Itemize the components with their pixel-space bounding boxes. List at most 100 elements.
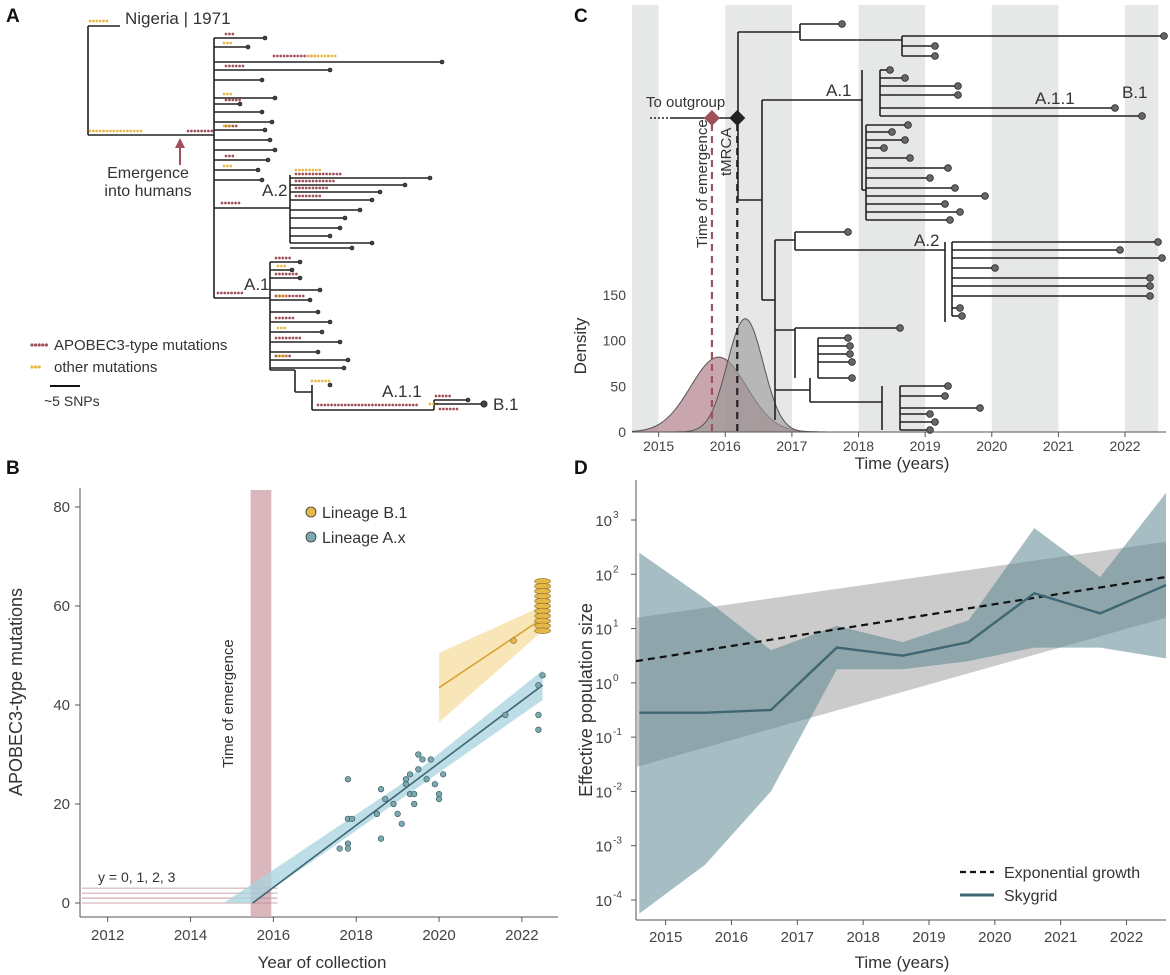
mutation-dot <box>210 129 214 133</box>
mutation-dot <box>294 168 298 172</box>
mutation-dot <box>288 256 291 260</box>
tree-tip <box>377 189 383 195</box>
mutation-dot <box>308 186 311 190</box>
mutation-dot <box>398 403 401 407</box>
mutation-dot <box>303 54 306 58</box>
ax-point <box>411 800 418 808</box>
b-y-tick-label: 80 <box>53 499 70 516</box>
ax-point <box>394 810 401 818</box>
b-x-tick-label: 2016 <box>257 927 290 944</box>
mutation-dot <box>441 394 445 398</box>
legend-apobec-label: APOBEC3-type mutations <box>54 337 227 354</box>
mutation-dot <box>222 124 226 128</box>
panel-c-xlabel: Time (years) <box>855 454 950 473</box>
mutation-dot <box>291 294 295 298</box>
mutation-dot <box>340 403 344 407</box>
tree-tip <box>297 259 303 265</box>
mutation-dot <box>326 403 330 407</box>
ax-point <box>539 672 546 679</box>
c-tree-tip <box>944 164 952 172</box>
ax-point <box>440 771 447 778</box>
b-y-tick-label: 20 <box>53 796 70 813</box>
mutation-dot <box>196 129 200 133</box>
mutation-dot <box>315 179 318 183</box>
tree-tip <box>317 287 323 293</box>
mutation-dot <box>224 98 228 102</box>
mutation-dot <box>295 336 298 340</box>
tree-tip <box>245 44 251 50</box>
mutation-dot <box>408 403 412 407</box>
tree-tip <box>307 297 313 303</box>
c-tree-tip <box>941 392 949 400</box>
emergence-diamond-icon <box>703 110 720 126</box>
mutation-dot <box>301 186 305 190</box>
c-tree-tip <box>931 418 939 426</box>
c-tree-tip <box>951 184 959 192</box>
mutation-dot <box>283 264 287 268</box>
mutation-dot <box>316 403 320 407</box>
d-y-tick-exp: -3 <box>613 836 622 847</box>
mutation-dot <box>325 179 328 183</box>
panel-c: C 2015 2016 2017 2018 2019 2020 2021 2022 0 50 100… <box>571 5 1168 473</box>
mutation-dot <box>325 172 328 176</box>
mutation-dot <box>330 403 333 407</box>
d-y-tick-base: 10 <box>595 676 612 693</box>
mutation-dot <box>294 172 298 176</box>
ax-point <box>344 776 352 783</box>
c-tree-tip <box>901 136 909 144</box>
c-x-tick-label: 2017 <box>776 438 807 454</box>
d-y-tick-base: 10 <box>595 513 612 530</box>
mutation-dot <box>224 201 227 205</box>
tree-tip <box>237 101 243 107</box>
legend-skygrid-label: Skygrid <box>1004 888 1057 905</box>
mutation-dot <box>311 172 315 176</box>
tree-tip <box>439 59 445 65</box>
mutation-dot <box>280 354 283 358</box>
tree-tip <box>262 127 268 133</box>
mutation-dot <box>278 256 281 260</box>
mutation-dot <box>320 54 323 58</box>
tree-tip <box>255 167 261 173</box>
ax-point <box>535 682 542 689</box>
mutation-dot <box>92 19 95 23</box>
mutation-dot <box>394 403 398 407</box>
ax-point <box>411 790 418 798</box>
panel-b-ylabel: APOBEC3-type mutations <box>6 588 26 796</box>
legend-exp-label: Exponential growth <box>1004 865 1140 882</box>
mutation-dot <box>357 403 361 407</box>
mutation-dot <box>328 179 332 183</box>
mutation-dot <box>332 179 335 183</box>
mutation-dot <box>280 294 283 298</box>
c-tree-tip <box>976 404 984 412</box>
mutation-dot <box>229 164 233 168</box>
d-x-tick-label: 2019 <box>912 929 945 946</box>
mutation-dot <box>315 172 318 176</box>
c-tree-tip <box>941 200 949 208</box>
mutation-dot <box>281 336 285 340</box>
mutation-dot <box>333 403 337 407</box>
mutation-dot <box>304 172 308 176</box>
mutation-dot <box>295 294 298 298</box>
c-tree-tip <box>848 374 856 382</box>
tree-tip <box>327 319 333 325</box>
mutation-dot <box>230 291 233 295</box>
mutation-dot <box>415 403 418 407</box>
mutation-dot <box>224 64 228 68</box>
mutation-dot <box>321 186 325 190</box>
mutation-dot <box>102 129 105 133</box>
panel-c-axes: 2015 2016 2017 2018 2019 2020 2021 2022 0 50 100 15… <box>603 287 1166 454</box>
mutation-dot <box>274 272 278 276</box>
mutation-dot <box>304 168 308 172</box>
mutation-dot <box>321 172 325 176</box>
mutation-dot <box>301 179 305 183</box>
d-y-tick-exp: -1 <box>613 727 622 738</box>
mutation-dot <box>109 129 112 133</box>
mutation-dot <box>311 179 315 183</box>
mutation-dot <box>318 194 322 198</box>
mutation-dot <box>276 326 280 330</box>
mutation-dot <box>364 403 367 407</box>
c-y-tick-label: 50 <box>610 378 626 394</box>
panel-b-plot: 0 20 40 60 80 2012 2014 2016 2018 2020 2022 <box>53 488 558 944</box>
